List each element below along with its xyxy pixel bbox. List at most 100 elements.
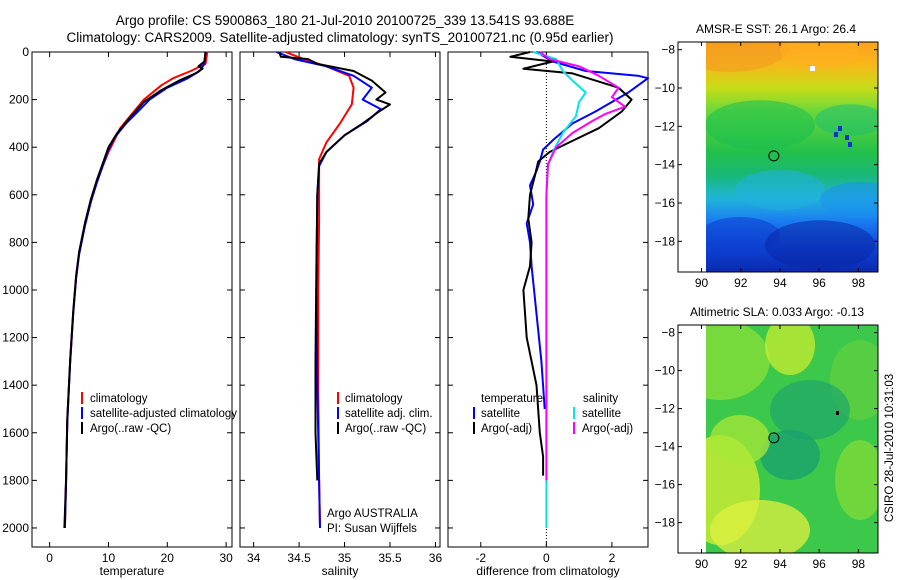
y-tick-label: 2000 <box>2 521 29 535</box>
x-tick-label: 36 <box>429 551 443 565</box>
sst-map-field <box>706 42 878 272</box>
y-tick-label: 1800 <box>2 473 29 487</box>
sst-cold-pixel <box>845 135 849 140</box>
sst-cold-pixel <box>834 132 838 137</box>
map-y-tick-label: −16 <box>655 478 676 492</box>
map-y-tick-label: −14 <box>655 158 676 172</box>
map-x-tick-label: 96 <box>812 276 826 290</box>
map-y-tick-label: −14 <box>655 440 676 454</box>
sst-patch <box>706 42 790 72</box>
axes-layer: 0 10 20 30temperature0200400600800100012001… <box>2 45 648 578</box>
difference-legend: temperature salinity satellite Argo(-adj… <box>473 393 633 435</box>
sst-argo-position-marker <box>768 150 780 162</box>
x-tick-label: 35 <box>338 551 352 565</box>
x-tick-label: 0 <box>543 551 550 565</box>
sla-patch <box>710 500 810 553</box>
map-x-tick-label: 92 <box>734 557 748 571</box>
operator-credit: Argo AUSTRALIA <box>327 508 418 520</box>
x-tick-label: 35.5 <box>378 551 402 565</box>
map-x-tick-label: 94 <box>773 276 787 290</box>
sla-patch <box>765 325 815 375</box>
y-tick-label: 1000 <box>2 283 29 297</box>
legend-label-argo: Argo(..raw -QC) <box>90 423 171 435</box>
figure-title-line2: Climatology: CARS2009. Satellite-adjuste… <box>66 30 613 45</box>
map-y-tick-label: −8 <box>661 43 675 57</box>
legend-label-sal-satellite: satellite adj. clim. <box>345 408 433 420</box>
x-axis-label: temperature <box>100 564 165 578</box>
sla-dark-pixel <box>836 411 839 415</box>
map-x-tick-label: 92 <box>734 276 748 290</box>
x-tick-label: 34.5 <box>287 551 311 565</box>
sla-patch <box>835 440 878 520</box>
map-y-tick-label: −10 <box>655 81 676 95</box>
y-tick-label: 600 <box>9 188 29 202</box>
x-tick-label: 20 <box>161 551 175 565</box>
legend-label-sal-argo-diff: Argo(-adj) <box>582 423 633 435</box>
x-tick-label: -2 <box>475 551 486 565</box>
sst-patch <box>735 169 825 211</box>
y-tick-label: 200 <box>9 93 29 107</box>
y-tick-label: 1600 <box>2 426 29 440</box>
map-y-tick-label: −18 <box>655 234 676 248</box>
map-x-tick-label: 98 <box>852 557 866 571</box>
series-line-argo-raw-qc- <box>63 51 207 529</box>
sst-missing-pixel <box>810 66 815 71</box>
y-tick-label: 1400 <box>2 378 29 392</box>
series-line-salinity-argo-adj- <box>539 51 626 481</box>
legend-header-temperature: temperature <box>481 393 543 405</box>
sst-patch <box>780 42 860 68</box>
figure-title-line1: Argo profile: CS 5900863_180 21-Jul-2010… <box>116 13 575 28</box>
sst-map-frame <box>677 41 879 273</box>
map-y-tick-label: −12 <box>655 119 676 133</box>
difference-panel-frame <box>447 51 649 548</box>
series-line-argo-raw-qc- <box>278 51 391 481</box>
map-x-tick-label: 90 <box>695 557 709 571</box>
map-x-tick-label: 90 <box>695 276 709 290</box>
sla-patch <box>770 380 850 440</box>
x-tick-label: 10 <box>102 551 116 565</box>
map-y-tick-label: −10 <box>655 364 676 378</box>
map-x-tick-label: 94 <box>773 557 787 571</box>
sla-map-field <box>706 325 878 553</box>
sst-cold-pixel <box>838 126 842 131</box>
maps-layer: 90 92 94 96 98 −8 −10 −12 −14 −16 −18 90 92 94 96 98 −8 −… <box>655 41 879 571</box>
legend-label-sal-climatology: climatology <box>345 393 403 405</box>
sst-patch <box>815 104 878 136</box>
map-x-tick-label: 96 <box>812 557 826 571</box>
y-tick-label: 800 <box>9 235 29 249</box>
x-tick-label: 34 <box>247 551 261 565</box>
legend-label-sal-satellite-diff: satellite <box>582 408 621 420</box>
x-axis-label: difference from climatology <box>476 564 619 578</box>
sla-patch <box>710 415 770 465</box>
map-y-tick-label: −12 <box>655 402 676 416</box>
sst-map-title: AMSR-E SST: 26.1 Argo: 26.4 <box>696 22 856 36</box>
y-tick-label: 0 <box>22 45 29 59</box>
map-x-tick-label: 98 <box>852 276 866 290</box>
sst-patch <box>706 217 780 253</box>
series-layer <box>63 51 649 529</box>
y-tick-label: 400 <box>9 140 29 154</box>
x-tick-label: 2 <box>609 551 616 565</box>
map-y-tick-label: −16 <box>655 196 676 210</box>
sst-cold-pixel <box>848 142 852 147</box>
legend-label-sal-argo: Argo(..raw -QC) <box>345 423 426 435</box>
sst-patch <box>765 220 875 270</box>
legend-label-satellite-adjusted: satellite-adjusted climatology <box>90 408 237 420</box>
x-tick-label: 30 <box>219 551 233 565</box>
sla-map-frame <box>677 324 879 554</box>
sla-argo-position-marker <box>768 432 780 444</box>
legend-header-salinity: salinity <box>583 393 618 405</box>
legend-label-climatology: climatology <box>90 393 148 405</box>
legend-label-temp-satellite: satellite <box>481 408 520 420</box>
salinity-panel-frame <box>239 51 441 548</box>
salinity-legend: climatology satellite adj. clim. Argo(..… <box>327 392 433 535</box>
csiro-timestamp: CSIRO 28-Jul-2010 10:31:03 <box>884 374 896 522</box>
sst-patch <box>706 100 815 150</box>
map-y-tick-label: −8 <box>661 326 675 340</box>
sla-map-title: Altimetric SLA: 0.033 Argo: -0.13 <box>690 305 864 319</box>
map-y-tick-label: −18 <box>655 516 676 530</box>
y-tick-label: 1200 <box>2 331 29 345</box>
x-tick-label: 0 <box>46 551 53 565</box>
sst-patch <box>820 182 878 218</box>
